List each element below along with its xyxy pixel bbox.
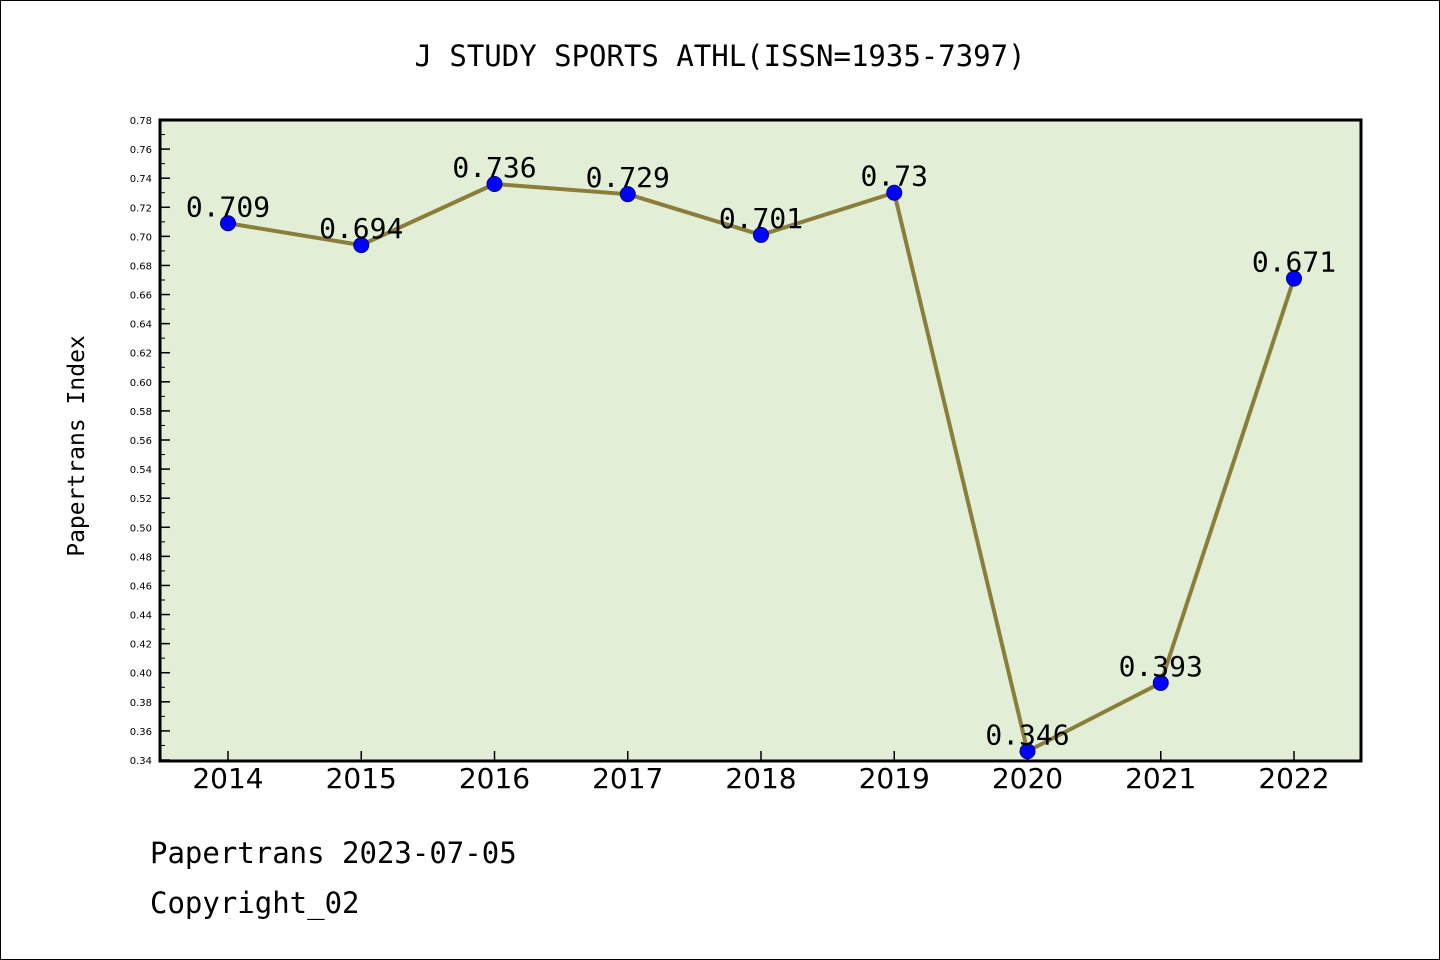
x-tick-label: 2021 <box>1125 762 1196 795</box>
y-tick-label: 0.50 <box>130 523 152 534</box>
x-tick-label: 2022 <box>1258 762 1329 795</box>
chart-title: J STUDY SPORTS ATHL(ISSN=1935-7397) <box>414 39 1025 73</box>
y-axis-ticks: 0.34 0.36 0.38 0.40 0.42 0.44 0.46 0.48 0.50 0.52… <box>130 116 170 767</box>
data-label: 0.709 <box>186 190 270 223</box>
data-point <box>886 184 903 201</box>
data-label: 0.729 <box>586 161 670 194</box>
data-point <box>1019 743 1036 760</box>
y-tick-label: 0.64 <box>130 320 152 331</box>
y-tick-label: 0.54 <box>130 465 152 476</box>
y-tick-label: 0.74 <box>130 174 152 185</box>
y-tick-label: 0.46 <box>130 581 152 592</box>
data-point <box>353 237 370 254</box>
y-tick-label: 0.44 <box>130 611 152 622</box>
data-label: 0.346 <box>985 718 1069 751</box>
y-tick-label: 0.68 <box>130 261 152 272</box>
y-tick-label: 0.56 <box>130 436 152 447</box>
data-label: 0.671 <box>1252 246 1336 279</box>
data-point <box>1286 270 1302 287</box>
y-tick-label: 0.76 <box>130 145 152 156</box>
y-tick-label: 0.42 <box>130 640 152 651</box>
y-tick-label: 0.62 <box>130 349 152 360</box>
series-papertrans-index <box>220 176 1302 760</box>
y-tick-label: 0.70 <box>130 232 152 243</box>
x-axis-ticks: 2014 2015 2016 2017 2018 2019 2020 2021 2022 <box>192 751 1330 795</box>
y-tick-label: 0.60 <box>130 378 152 389</box>
y-tick-label: 0.72 <box>130 203 152 214</box>
data-label: 0.73 <box>861 160 928 193</box>
footer-copyright-text: Copyright_02 <box>150 886 360 920</box>
y-tick-label: 0.34 <box>130 756 152 767</box>
data-label: 0.736 <box>452 151 536 184</box>
x-tick-label: 2019 <box>859 762 930 795</box>
footer-date-text: Papertrans 2023-07-05 <box>150 836 517 870</box>
x-tick-label: 2016 <box>459 762 530 795</box>
x-tick-label: 2015 <box>326 762 397 795</box>
y-tick-label: 0.36 <box>130 727 152 738</box>
data-point <box>619 186 636 203</box>
plot-area <box>158 118 1363 763</box>
x-tick-label: 2018 <box>725 762 796 795</box>
data-label: 0.701 <box>719 202 803 235</box>
y-tick-label: 0.52 <box>130 494 152 505</box>
data-label: 0.393 <box>1119 650 1203 683</box>
y-tick-label: 0.40 <box>130 669 152 680</box>
y-tick-label: 0.58 <box>130 407 152 418</box>
y-tick-label: 0.38 <box>130 698 152 709</box>
data-point <box>486 176 503 192</box>
x-tick-label: 2014 <box>192 762 263 795</box>
y-axis-label: Papertrans Index <box>64 335 90 557</box>
y-tick-label: 0.78 <box>130 116 152 127</box>
y-tick-label: 0.66 <box>130 291 152 302</box>
data-labels: 0.709 0.694 0.736 0.729 0.701 0.73 0.346 0.393 0… <box>186 151 1336 751</box>
data-label: 0.694 <box>319 212 403 245</box>
x-tick-label: 2020 <box>992 762 1063 795</box>
x-tick-label: 2017 <box>592 762 663 795</box>
data-point <box>753 226 769 243</box>
y-tick-label: 0.48 <box>130 552 152 563</box>
data-point <box>220 215 236 232</box>
data-point <box>1152 674 1169 691</box>
